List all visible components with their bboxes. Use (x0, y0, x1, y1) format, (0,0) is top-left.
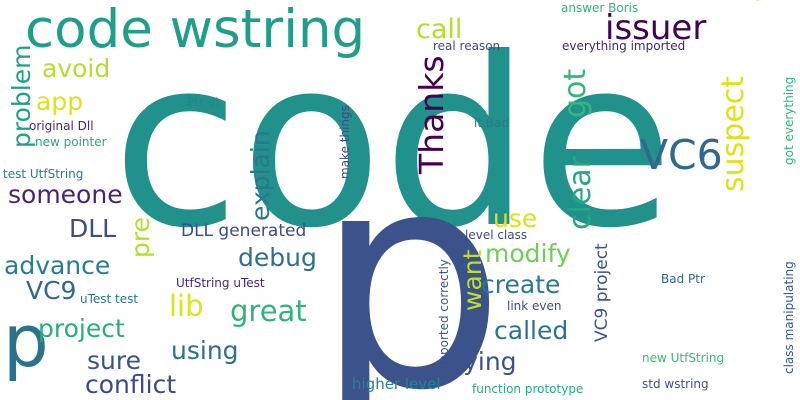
word-utest-test: uTest test (80, 292, 139, 306)
word-vc9-project: VC9 project (592, 243, 612, 342)
word-new-utfstring: new UtfString (642, 351, 725, 365)
word-using: using (171, 336, 239, 365)
word-class-manipulating: class manipulating (782, 261, 796, 374)
word-utfstring-utest: UtfString uTest (176, 276, 265, 290)
word-code-large: code (112, 8, 674, 279)
word-function-prototype: function prototype (472, 382, 584, 396)
word-use: use (493, 204, 538, 233)
word-code-wstring: code wstring (25, 0, 366, 60)
word-everything-imported: everything imported (562, 39, 686, 53)
word-trying: trying (443, 347, 517, 376)
word-create: create (481, 270, 561, 299)
word-debug: debug (238, 243, 317, 272)
word-modify: modify (485, 239, 571, 268)
word-answer-boris: answer Boris (561, 1, 639, 15)
word-project: project (38, 314, 125, 343)
word-vc9: VC9 (26, 276, 77, 305)
word-new-pointer: new pointer (35, 135, 107, 149)
word-wstring-code: wstring code (736, 0, 800, 3)
word-pre: pre (126, 217, 155, 258)
word-original-dll: original Dll (29, 119, 94, 133)
word-call: call (416, 14, 463, 45)
word-bad-ptr: Bad Ptr (661, 272, 705, 286)
word-great: great (230, 294, 307, 328)
word-real-reason: real reason (433, 39, 501, 53)
word-lib: lib (169, 289, 204, 323)
word-thanks: Thanks (412, 55, 451, 174)
word-explain: explain (246, 130, 275, 221)
word-called: called (494, 316, 569, 345)
word-vc6: VC6 (640, 131, 723, 179)
word-dll-generated: DLL generated (181, 221, 307, 241)
word-lt-bad: lt Bad (474, 116, 510, 130)
word-clear: clear (563, 155, 598, 230)
word-conflict: conflict (85, 370, 177, 399)
word-test-utfstring: test UtfString (3, 167, 84, 181)
word-p-small: p (3, 299, 49, 383)
word-sure: sure (87, 346, 141, 375)
word-std-wstring: std wstring (642, 377, 709, 391)
word-avoid: avoid (42, 54, 111, 83)
word-level-class: level class (465, 228, 528, 242)
word-imported-correctly: imported correctly (437, 259, 451, 370)
word-advance: advance (4, 251, 111, 280)
word-higher-level: higher level (352, 375, 441, 393)
word-link-even: link even (507, 299, 562, 313)
word-got: got (558, 68, 593, 118)
word-dll: DLL (69, 214, 117, 243)
word-ptr-gt: Ptr gt (187, 95, 221, 109)
word-p-large: p (315, 107, 506, 400)
word-want: want (458, 249, 487, 311)
word-got-everything: got everything (782, 76, 796, 165)
word-app: app (36, 87, 84, 116)
word-suspect: suspect (716, 75, 751, 192)
word-make-things: make things (338, 105, 352, 179)
word-someone: someone (8, 180, 123, 209)
word-issuer: issuer (605, 8, 707, 48)
